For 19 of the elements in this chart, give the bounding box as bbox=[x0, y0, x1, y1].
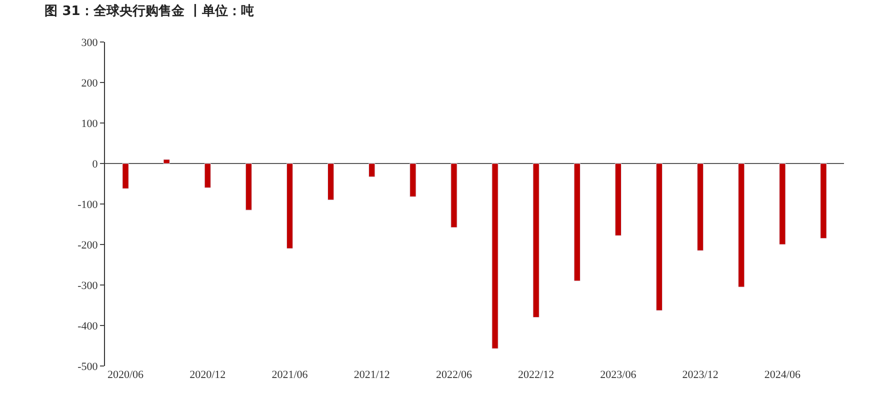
x-tick-label: 2020/12 bbox=[190, 369, 226, 381]
x-tick-label: 2023/06 bbox=[600, 369, 637, 381]
y-tick-label: 300 bbox=[81, 36, 98, 49]
x-tick-label: 2024/06 bbox=[764, 369, 801, 381]
y-tick-label: -300 bbox=[78, 280, 98, 292]
y-tick-label: 100 bbox=[81, 118, 98, 130]
x-tick-label: 2021/06 bbox=[272, 369, 308, 381]
x-tick-label: 2022/06 bbox=[436, 369, 472, 381]
y-tick-label: 200 bbox=[81, 77, 98, 90]
y-tick-label: -400 bbox=[78, 320, 98, 332]
x-tick-label: 2020/06 bbox=[108, 369, 144, 381]
y-tick-label: -500 bbox=[78, 360, 98, 373]
y-tick-label: -200 bbox=[78, 239, 98, 252]
x-tick-label: 2022/12 bbox=[518, 369, 554, 381]
y-tick-label: 0 bbox=[92, 158, 98, 170]
chart-title: 图 31：全球央行购售金 丨单位：吨 bbox=[44, 3, 254, 20]
x-tick-label: 2021/12 bbox=[354, 369, 390, 381]
y-tick-label: -100 bbox=[78, 198, 98, 211]
x-tick-label: 2023/12 bbox=[682, 369, 718, 381]
